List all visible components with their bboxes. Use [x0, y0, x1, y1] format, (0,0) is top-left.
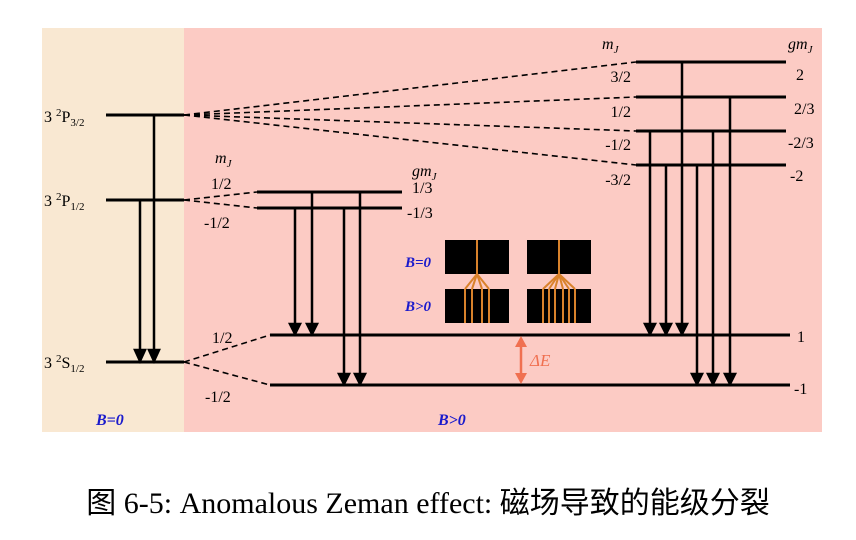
p32-gmj-labels: 2 2/3 -2/3 -2: [788, 67, 814, 185]
s12-split-levels: [270, 333, 790, 387]
mj-label: -1/2: [605, 137, 631, 154]
gmj-label: -2: [790, 168, 803, 185]
mj-label: 1/2: [611, 104, 631, 121]
header-gmj-p32: gmJ: [788, 36, 814, 56]
gmj-label: 1: [797, 329, 805, 346]
inset-spectra: [445, 240, 591, 323]
gmj-label: 2/3: [794, 101, 814, 118]
mj-label: -1/2: [204, 215, 230, 232]
mj-label: -3/2: [605, 172, 631, 189]
s12-mj-labels: 1/2 -1/2: [205, 330, 232, 406]
p12-mj-labels: 1/2 -1/2: [204, 176, 231, 232]
p32-mj-labels: 3/2 1/2 -1/2 -3/2: [605, 69, 631, 189]
p12-split-levels: [257, 190, 402, 210]
delta-e-label: ΔE: [529, 351, 551, 370]
panel-with-field: [184, 28, 822, 432]
mj-label: 1/2: [212, 330, 232, 347]
panel-label-zero-field: B=0: [95, 412, 124, 429]
p12-gmj-labels: 1/3 -1/3: [407, 180, 433, 222]
inset-label-with-field: B>0: [404, 299, 432, 315]
panel-label-with-field: B>0: [437, 412, 466, 429]
delta-e-arrow: [515, 336, 527, 384]
p32-split-levels: [636, 60, 786, 167]
header-mj-p32: mJ: [602, 36, 620, 56]
level-label-p12: 3 2P1/2: [44, 191, 84, 213]
panel-zero-field: [42, 28, 184, 432]
splitting-dashes: [183, 61, 637, 386]
gmj-label: -2/3: [788, 135, 814, 152]
zero-field-arrows: [133, 115, 161, 365]
header-gmj-p12: gmJ: [412, 163, 438, 183]
gmj-label: 2: [796, 67, 804, 84]
s12-gmj-labels: 1 -1: [794, 329, 807, 398]
gmj-label: -1/3: [407, 205, 433, 222]
mj-label: 1/2: [211, 176, 231, 193]
header-mj-p12: mJ: [215, 150, 233, 170]
inset-label-zero-field: B=0: [404, 255, 432, 271]
level-label-p32: 3 2P3/2: [44, 107, 84, 129]
gmj-label: -1: [794, 381, 807, 398]
gmj-label: 1/3: [412, 180, 432, 197]
mj-label: -1/2: [205, 389, 231, 406]
mj-label: 3/2: [611, 69, 631, 86]
level-label-s12: 3 2S1/2: [44, 353, 84, 375]
field-transition-arrows: [287, 62, 738, 387]
figure-caption: 图 6-5: Anomalous Zeman effect: 磁场导致的能级分裂: [86, 487, 770, 520]
